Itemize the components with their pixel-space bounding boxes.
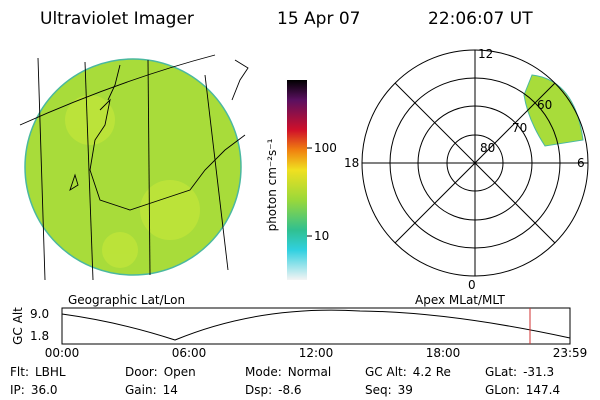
time-tick-label: 18:00 (426, 346, 461, 360)
mlt-label: 0 (468, 278, 476, 292)
status-value: -31.3 (523, 365, 554, 379)
polar-grid (361, 49, 589, 277)
status-label: Mode: (245, 365, 282, 379)
status-value: LBHL (35, 365, 66, 379)
time-tick-label: 23:59 (553, 346, 588, 360)
status-label: Seq: (365, 383, 392, 397)
date: 15 Apr 07 (277, 9, 360, 29)
lat-label: 60 (537, 98, 552, 112)
alt-plot (61, 307, 571, 345)
status-value: Open (164, 365, 196, 379)
status-label: Door: (125, 365, 158, 379)
status-value: 14 (163, 383, 178, 397)
status-label: Dsp: (245, 383, 272, 397)
status-label: Flt: (10, 365, 29, 379)
lat-label: 70 (512, 121, 527, 135)
status-label: GLat: (485, 365, 517, 379)
status-label: Gain: (125, 383, 157, 397)
mlt-label: 18 (344, 156, 359, 170)
title: Ultraviolet Imager (40, 9, 194, 29)
caption: Apex MLat/MLT (415, 293, 505, 307)
status-label: GLon: (485, 383, 520, 397)
status-label: GC Alt: (365, 365, 407, 379)
mlt-label: 12 (478, 47, 493, 61)
status-value: 36.0 (31, 383, 58, 397)
earth-image (19, 54, 249, 281)
status-value: -8.6 (278, 383, 301, 397)
time-tick-label: 06:00 (172, 346, 207, 360)
colorbar-tick-label: 10 (314, 229, 329, 243)
mlt-label: 6 (577, 156, 585, 170)
time-tick-label: 00:00 (45, 346, 80, 360)
time-tick-label: 12:00 (299, 346, 334, 360)
caption: Geographic Lat/Lon (68, 293, 185, 307)
status-value: 147.4 (526, 383, 560, 397)
status-value: 4.2 Re (413, 365, 451, 379)
time: 22:06:07 UT (428, 9, 533, 29)
colorbar-label: photon cm⁻²s⁻¹ (265, 138, 279, 231)
status-label: IP: (10, 383, 25, 397)
alt-tick-label: 9.0 (30, 307, 49, 321)
status-value: Normal (288, 365, 331, 379)
status-value: 39 (398, 383, 413, 397)
colorbar (287, 80, 307, 280)
lat-label: 80 (480, 141, 495, 155)
alt-label: GC Alt (11, 307, 25, 345)
alt-tick-label: 1.8 (30, 329, 49, 343)
colorbar-tick-label: 100 (314, 141, 337, 155)
